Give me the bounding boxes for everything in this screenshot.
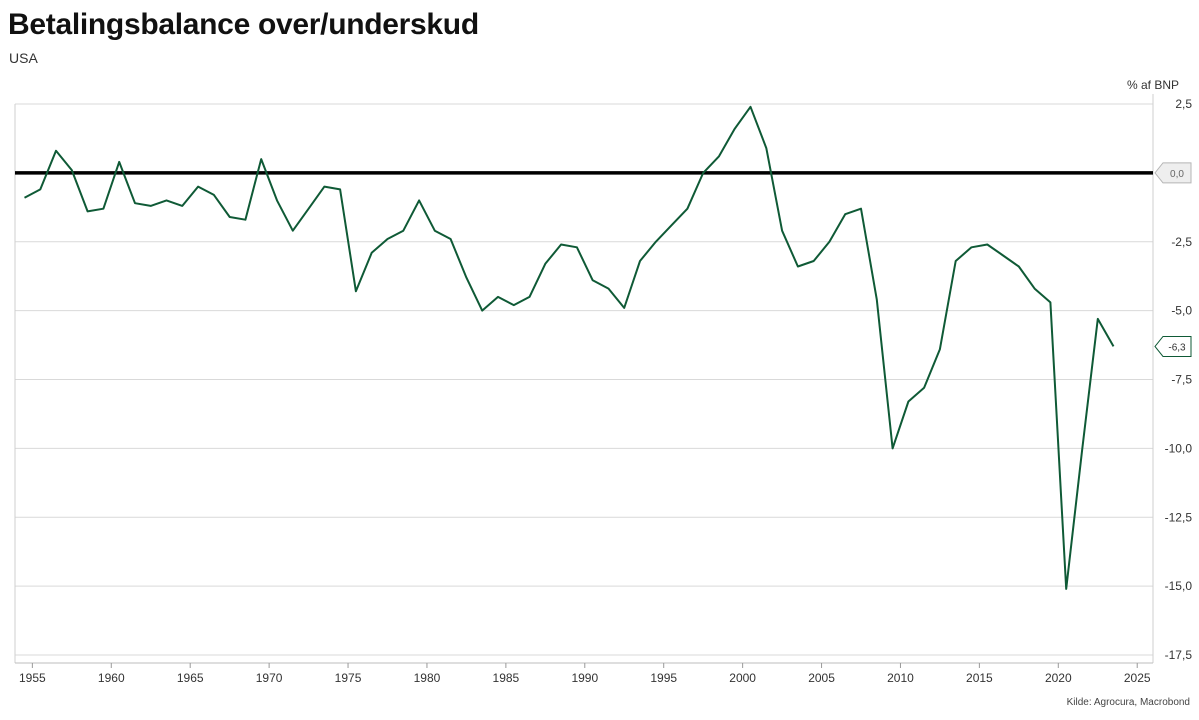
y-tick-label: 2,5 — [1175, 97, 1192, 111]
series-line — [24, 105, 1115, 590]
y-tick-label: -12,5 — [1165, 510, 1193, 524]
source-note: Kilde: Agrocura, Macrobond — [1066, 697, 1190, 708]
y-tick-label: -2,5 — [1171, 235, 1192, 249]
grid-lines — [15, 103, 1153, 656]
chart-subtitle: USA — [9, 50, 38, 66]
x-tick-label: 1990 — [571, 671, 598, 685]
x-tick-label: 2005 — [808, 671, 835, 685]
x-tick-label: 1965 — [177, 671, 204, 685]
y-tick-label: -15,0 — [1165, 579, 1193, 593]
last-value-badge-label: -6,3 — [1168, 342, 1186, 353]
value-badges: 0,0 -6,3 — [1154, 162, 1192, 357]
axes — [14, 94, 1154, 664]
x-tick-label: 2010 — [887, 671, 914, 685]
x-tick-label: 1960 — [98, 671, 125, 685]
chart-title: Betalingsbalance over/underskud — [8, 8, 479, 41]
x-tick-label: 1995 — [650, 671, 677, 685]
x-tick-label: 2015 — [966, 671, 993, 685]
y-tick-label: -5,0 — [1171, 304, 1192, 318]
y-tick-label: -7,5 — [1171, 373, 1192, 387]
x-axis-ticks: 1955 1960 1965 1970 1975 1980 1985 1990 1995 2000… — [19, 663, 1151, 685]
series-line-group — [24, 105, 1115, 590]
x-tick-label: 2020 — [1045, 671, 1072, 685]
y-axis-ticks: 2,5 -2,5 -5,0 -7,5 -10,0 -12,5 -15,0 -17,5 — [1165, 97, 1193, 662]
y-tick-label: -17,5 — [1165, 648, 1193, 662]
last-value-badge — [1154, 335, 1192, 357]
x-tick-label: 2025 — [1124, 671, 1151, 685]
x-tick-label: 1955 — [19, 671, 46, 685]
zero-badge-label: 0,0 — [1170, 169, 1184, 180]
x-tick-label: 1980 — [414, 671, 441, 685]
x-tick-label: 1975 — [335, 671, 362, 685]
y-tick-label: -10,0 — [1165, 441, 1193, 455]
x-tick-label: 1985 — [493, 671, 520, 685]
y-axis-unit-label: % af BNP — [1126, 78, 1179, 92]
x-tick-label: 1970 — [256, 671, 283, 685]
x-tick-label: 2000 — [729, 671, 756, 685]
zero-badge — [1154, 162, 1192, 184]
